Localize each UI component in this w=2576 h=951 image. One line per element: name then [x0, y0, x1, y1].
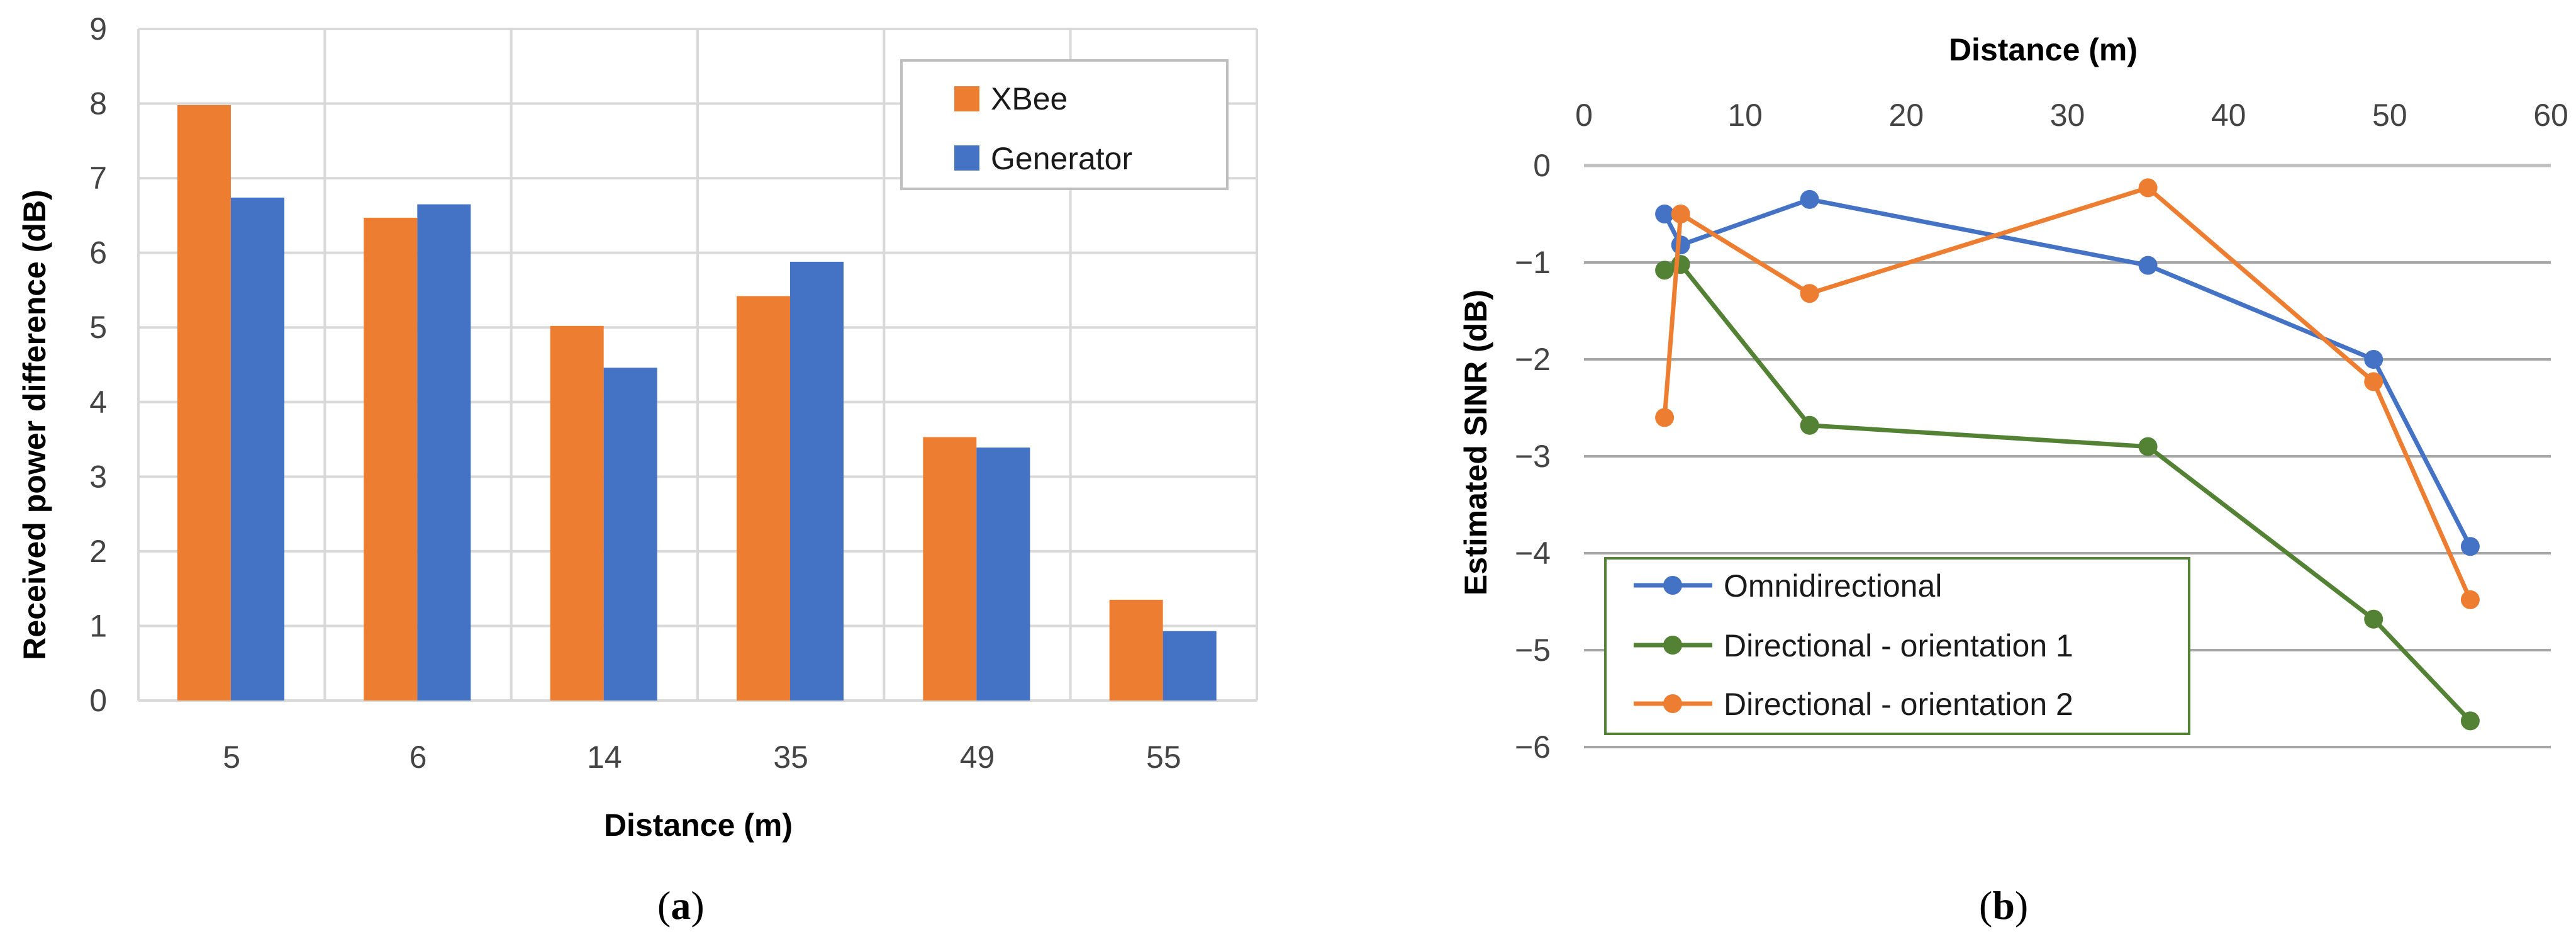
point-omnidirectional-35	[2138, 256, 2158, 275]
bar-chart-x-axis-title: Distance (m)	[604, 808, 793, 843]
bar-chart-y-tick-label: 7	[89, 160, 107, 196]
point-directional-orientation-1-14	[1800, 415, 1819, 435]
line-chart-x-axis-title: Distance (m)	[1949, 32, 2138, 67]
panel-label-a-close-paren: )	[691, 883, 704, 928]
bar-generator-5	[231, 197, 284, 701]
bar-chart-gridlines	[137, 28, 1258, 702]
line-chart-y-tick-label: −6	[1515, 729, 1551, 765]
point-directional-orientation-2-55	[2460, 590, 2480, 609]
line-chart-x-tick-label: 60	[2533, 98, 2568, 133]
bar-generator-55	[1163, 631, 1217, 701]
legend-label-xbee: XBee	[991, 81, 1068, 116]
bar-chart-panel-a: 0 1 2 3 4 5 6 7 8 9 5 6 14 35 49 55 Distance (m) Recei…	[17, 11, 1258, 928]
bar-chart-x-tick-label: 55	[1146, 740, 1181, 775]
bar-generator-6	[417, 204, 471, 701]
legend-label-directional-orientation-1: Directional - orientation 1	[1724, 628, 2073, 663]
line-chart-x-tick-label: 0	[1575, 98, 1593, 133]
point-directional-orientation-2-35	[2138, 178, 2158, 198]
bar-chart-x-tick-label: 5	[223, 740, 240, 775]
panel-label-a: (a)	[657, 883, 705, 928]
point-directional-orientation-2-6	[1671, 205, 1690, 223]
point-omnidirectional-55	[2460, 537, 2480, 556]
line-chart-legend: Omnidirectional Directional - orientatio…	[1604, 557, 2190, 735]
line-chart-x-tick-label: 30	[2050, 98, 2085, 133]
bar-chart-legend: XBee Generator	[900, 59, 1229, 190]
bar-chart-x-tick-label: 14	[587, 740, 622, 775]
bar-chart-y-tick-label: 5	[89, 310, 107, 345]
line-chart-x-tick-label: 50	[2372, 98, 2407, 133]
point-omnidirectional-14	[1800, 189, 1819, 209]
line-chart-x-tick-labels: 0 10 20 30 40 50 60	[1575, 98, 2568, 133]
bar-chart-y-tick-label: 9	[89, 11, 107, 47]
bar-xbee-6	[364, 217, 418, 701]
series-line-directional-orientation-2	[1662, 185, 2473, 601]
line-chart-y-tick-label: −3	[1515, 439, 1551, 474]
bar-chart-bars	[177, 104, 1217, 701]
point-directional-orientation-2-49	[2364, 372, 2384, 391]
legend-label-directional-orientation-2: Directional - orientation 2	[1724, 687, 2073, 722]
point-omnidirectional-5	[1655, 205, 1675, 223]
line-chart-y-axis-title: Estimated SINR (dB)	[1458, 290, 1493, 595]
series-directional-orientation-2	[1655, 178, 2480, 609]
point-directional-orientation-2-5	[1655, 408, 1675, 427]
bar-chart-x-tick-labels: 5 6 14 35 49 55	[223, 740, 1181, 775]
bar-xbee-55	[1109, 599, 1163, 701]
bar-chart-y-tick-label: 1	[89, 608, 107, 643]
legend-swatch-xbee	[954, 86, 979, 111]
bar-chart-x-tick-label: 35	[773, 740, 808, 775]
line-chart-y-tick-label: −1	[1515, 245, 1551, 280]
bar-generator-49	[976, 447, 1030, 701]
line-chart-series	[1655, 178, 2480, 731]
line-chart-y-tick-label: −5	[1515, 633, 1551, 668]
series-omnidirectional	[1655, 189, 2480, 556]
bar-chart-y-tick-label: 0	[89, 683, 107, 718]
legend-marker-directional-orientation-2	[1663, 694, 1682, 713]
point-directional-orientation-1-55	[2460, 711, 2480, 731]
point-directional-orientation-2-14	[1800, 284, 1819, 303]
bar-chart-y-tick-label: 4	[89, 385, 107, 420]
legend-label-omnidirectional: Omnidirectional	[1724, 568, 1942, 604]
bar-chart-x-tick-label: 49	[960, 740, 995, 775]
bar-xbee-35	[737, 296, 790, 701]
line-chart-y-tick-label: −2	[1515, 342, 1551, 377]
line-chart-y-tick-label: −4	[1515, 536, 1551, 571]
line-chart-gridlines	[1584, 164, 2551, 748]
legend-marker-directional-orientation-1	[1663, 636, 1682, 655]
panel-label-b-open-paren: (	[1979, 883, 1992, 928]
line-chart-y-tick-labels: 0 −1 −2 −3 −4 −5 −6	[1515, 148, 1551, 765]
bar-chart-y-axis-title: Received power difference (dB)	[17, 189, 52, 660]
point-directional-orientation-1-49	[2364, 609, 2384, 629]
line-chart-x-tick-label: 20	[1889, 98, 1924, 133]
bar-xbee-14	[550, 325, 604, 701]
bar-chart-y-tick-label: 2	[89, 534, 107, 569]
point-directional-orientation-1-35	[2138, 437, 2158, 456]
series-line-omnidirectional	[1662, 197, 2473, 548]
legend-label-generator: Generator	[991, 141, 1132, 176]
point-omnidirectional-49	[2364, 350, 2384, 369]
legend-marker-omnidirectional	[1663, 576, 1682, 595]
panel-label-a-letter: a	[671, 883, 691, 928]
bar-chart-y-tick-label: 8	[89, 86, 107, 121]
line-chart-x-tick-label: 40	[2211, 98, 2246, 133]
bar-generator-35	[790, 261, 844, 701]
point-directional-orientation-1-5	[1655, 261, 1675, 280]
panel-label-b-close-paren: )	[2015, 883, 2028, 928]
bar-xbee-5	[177, 104, 231, 701]
panel-label-b-letter: b	[1992, 883, 2015, 928]
bar-chart-y-tick-label: 6	[89, 235, 107, 271]
line-chart-panel-b: 0 10 20 30 40 50 60 0 −1 −2 −3 −4 −5 −6 Distance (m)…	[1458, 32, 2568, 928]
bar-generator-14	[603, 368, 657, 701]
panel-label-b: (b)	[1979, 883, 2028, 928]
line-chart-x-tick-label: 10	[1727, 98, 1763, 133]
legend-swatch-generator	[954, 145, 979, 171]
panel-label-a-open-paren: (	[657, 883, 671, 928]
bar-chart-y-tick-label: 3	[89, 459, 107, 494]
bar-chart-x-tick-label: 6	[410, 740, 427, 775]
bar-xbee-49	[923, 437, 977, 701]
bar-chart-y-tick-labels: 0 1 2 3 4 5 6 7 8 9	[89, 11, 107, 718]
line-chart-y-tick-label: 0	[1533, 148, 1551, 183]
